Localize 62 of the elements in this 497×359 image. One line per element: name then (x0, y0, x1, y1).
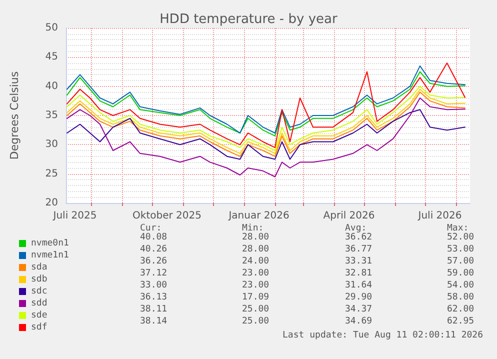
x-tick-label: April 2026 (323, 210, 375, 222)
text: 17.09 (242, 292, 270, 302)
text: 57.00 (447, 256, 474, 266)
text: 34.37 (345, 304, 372, 314)
legend-label: sde (31, 310, 48, 320)
y-tick-label: 50 (45, 22, 58, 34)
text: 23.00 (242, 280, 270, 290)
text: 62.95 (447, 316, 474, 326)
text: Avg: (345, 224, 367, 234)
text: Min: (242, 224, 264, 234)
text: 29.90 (345, 292, 372, 302)
text: 53.00 (447, 244, 474, 254)
line-series (66, 62, 466, 148)
legend-label: nvme1n1 (31, 250, 69, 260)
y-tick-label: 30 (45, 139, 58, 150)
legend-label: sdb (31, 274, 48, 284)
y-axis-title: Degrees Celsius (8, 71, 21, 160)
text: 28.00 (242, 232, 270, 242)
chart-title: HDD temperature - by year (160, 12, 338, 27)
legend-label: sdd (31, 298, 48, 308)
text: 62.00 (447, 304, 474, 314)
line-series (66, 98, 466, 178)
text: 32.81 (345, 268, 372, 278)
text: 24.00 (242, 256, 270, 266)
text: Cur: (140, 224, 162, 234)
line-series (66, 109, 466, 160)
text: 34.69 (345, 316, 372, 326)
y-tick-label: 35 (45, 110, 58, 121)
text: 38.14 (140, 316, 168, 326)
text: Last update: Tue Aug 11 02:00:11 2026 (282, 330, 483, 340)
text: 54.00 (447, 280, 474, 290)
y-tick-label: 45 (45, 52, 58, 63)
text: 36.62 (345, 232, 372, 242)
text: 38.11 (140, 304, 168, 314)
text: 33.31 (345, 256, 372, 266)
x-tick-label: Juli 2025 (52, 210, 97, 222)
legend-label: sda (31, 262, 48, 272)
text: 36.13 (140, 292, 168, 302)
text: 36.26 (140, 256, 168, 266)
y-tick-label: 40 (45, 80, 58, 92)
text: 59.00 (447, 268, 474, 278)
x-tick-label: Juli 2026 (417, 210, 462, 222)
text: 28.00 (242, 244, 270, 254)
legend-label: nvme0n1 (31, 238, 69, 248)
y-tick-label: 20 (45, 198, 58, 208)
legend-label: sdc (31, 286, 48, 296)
text: 33.00 (140, 280, 168, 290)
legend-label: sdf (31, 322, 48, 332)
text: 25.00 (242, 316, 270, 326)
text: 25.00 (242, 304, 270, 314)
text: 23.00 (242, 268, 270, 278)
text: 31.64 (345, 280, 372, 290)
text: Max: (447, 224, 469, 234)
text: 37.12 (140, 268, 168, 278)
x-tick-label: Oktober 2025 (132, 210, 202, 222)
y-tick-label: 25 (45, 168, 58, 180)
text: 40.26 (140, 244, 168, 254)
text: 52.00 (447, 232, 474, 242)
text: 40.08 (140, 232, 168, 242)
x-tick-label: Januar 2026 (228, 210, 290, 222)
text: 58.00 (447, 292, 474, 302)
text: 36.77 (345, 244, 372, 254)
